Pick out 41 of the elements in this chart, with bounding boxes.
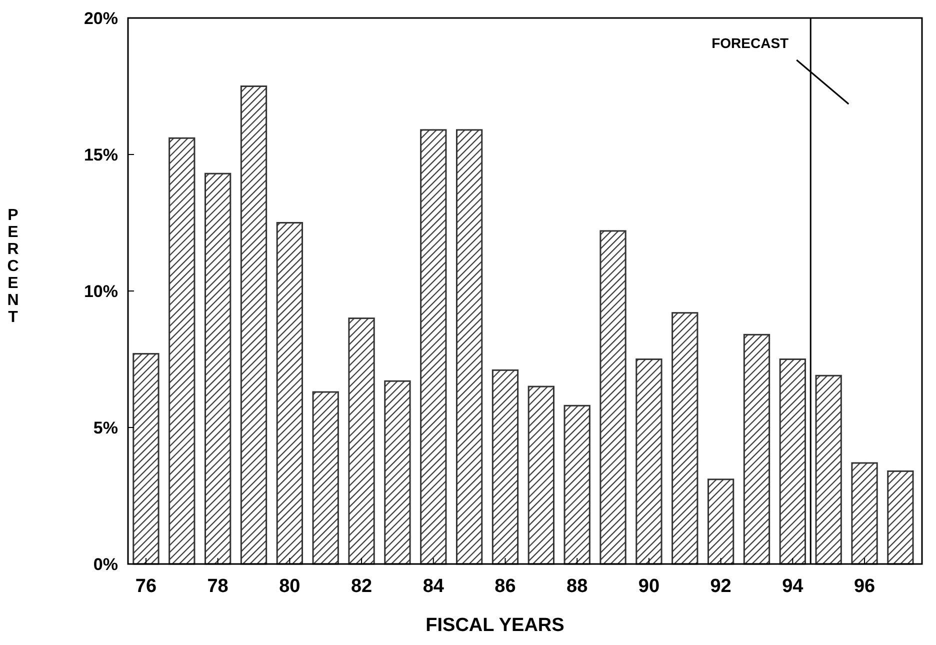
x-tick-label: 80 [279,576,300,597]
x-tick-label: 94 [782,576,804,597]
bar [312,391,339,565]
y-tick-label: 10% [84,282,118,301]
bar [564,404,590,565]
x-tick-label: 92 [710,576,732,597]
bar [707,478,734,565]
x-tick-label: 78 [207,576,228,597]
x-tick-label: 86 [494,576,516,597]
bar [240,86,268,565]
bar [887,470,914,565]
y-axis-title: PERCENT [7,207,20,326]
y-tick-label: 15% [84,145,118,164]
y-tick-label: 5% [93,418,118,438]
bar [348,318,375,565]
ref-line-label: FORECAST [712,35,790,51]
x-tick-label: 96 [854,576,876,597]
y-tick-label: 20% [84,8,118,28]
bar [456,129,483,565]
bar [168,137,196,565]
x-axis-title: FISCAL YEARS [426,615,564,636]
bar [132,353,160,565]
x-tick-label: 84 [422,576,444,597]
bar [384,380,411,565]
bar [420,129,447,565]
x-tick-label: 90 [638,576,660,597]
bar [276,222,303,565]
bar [779,358,806,565]
y-tick-label: 0% [93,554,118,574]
x-tick-label: 88 [566,576,588,597]
x-tick-label: 82 [350,576,372,597]
bar [672,312,698,565]
bar [600,230,626,565]
bar [636,358,662,565]
bar [743,334,770,565]
x-tick-label: 76 [135,576,157,597]
bar [204,172,232,565]
bar [815,374,842,565]
bar [528,386,554,565]
bar [851,462,878,565]
bar [492,369,519,565]
